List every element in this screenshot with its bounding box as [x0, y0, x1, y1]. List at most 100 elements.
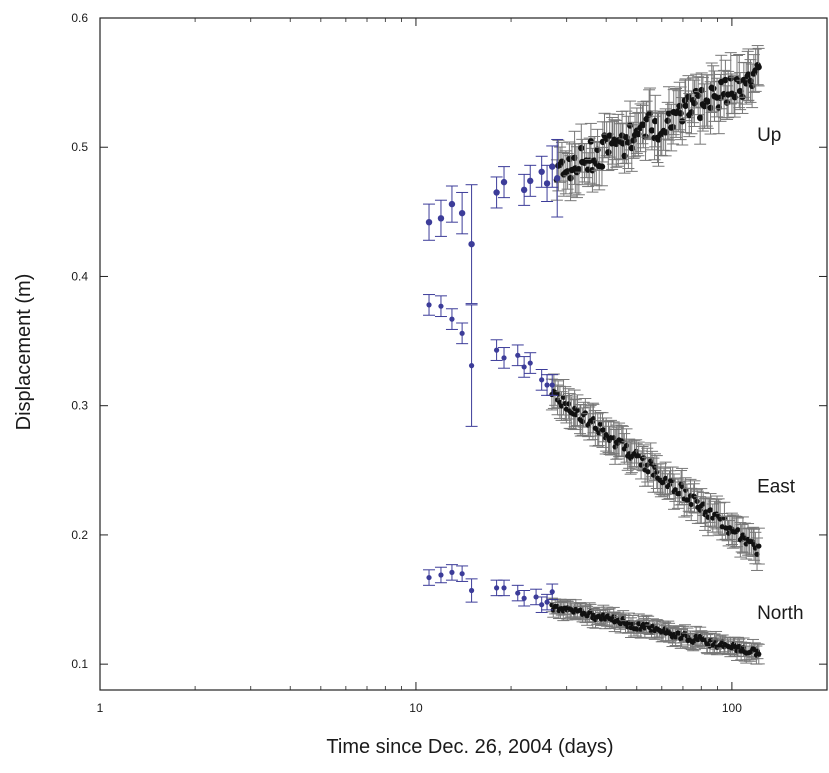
- data-point: [575, 166, 583, 173]
- point-up-early-10: [541, 164, 554, 203]
- data-point: [708, 637, 714, 643]
- point-up-early-6: [498, 166, 511, 199]
- data-point: [756, 651, 762, 657]
- point-east-early-10: [535, 369, 548, 391]
- data-point: [501, 355, 507, 361]
- data-point: [688, 501, 694, 508]
- data-point: [574, 407, 581, 413]
- point-up-late-60: [652, 112, 665, 167]
- point-up-early-12: [551, 138, 564, 218]
- point-east-late-128: [751, 537, 764, 571]
- data-point: [722, 76, 729, 84]
- data-point: [520, 186, 528, 194]
- data-point: [459, 330, 465, 336]
- data-point: [458, 209, 466, 217]
- data-point: [696, 114, 704, 122]
- data-point: [566, 401, 572, 407]
- data-point: [623, 133, 630, 141]
- data-point: [425, 218, 433, 226]
- point-north-early-5: [490, 579, 503, 597]
- series-label-up: Up: [757, 125, 781, 146]
- data-point: [710, 85, 717, 92]
- point-up-early-1: [434, 199, 447, 237]
- data-point: [544, 599, 550, 605]
- data-point: [684, 633, 691, 640]
- data-point: [449, 569, 455, 576]
- y-tick-label-4: 0.5: [71, 140, 88, 154]
- data-point: [468, 363, 475, 369]
- point-up-early-8: [524, 164, 537, 197]
- data-point: [543, 180, 551, 187]
- point-east-early-4: [465, 304, 478, 427]
- x-tick-label-0: 1: [97, 701, 104, 715]
- data-point: [672, 487, 678, 493]
- point-north-late-129: [752, 643, 765, 665]
- data-point: [735, 527, 741, 533]
- y-tick-label-1: 0.2: [71, 528, 88, 542]
- y-axis-title: Displacement (m): [13, 274, 35, 431]
- data-point: [571, 154, 578, 162]
- data-point: [626, 122, 634, 129]
- point-up-late-53: [640, 100, 653, 138]
- point-up-late-84: [694, 90, 707, 145]
- data-point: [754, 551, 760, 557]
- data-point: [644, 462, 650, 468]
- point-east-early-5: [490, 339, 503, 361]
- data-point: [704, 98, 711, 105]
- data-point: [544, 382, 550, 388]
- point-east-late-6: [555, 391, 568, 421]
- point-up-late-74: [676, 97, 689, 146]
- data-point: [655, 136, 662, 143]
- point-up-early-9: [535, 155, 548, 188]
- point-up-early-7: [518, 173, 531, 206]
- point-east-early-1: [434, 295, 447, 318]
- data-point: [578, 144, 585, 152]
- point-up-late-26: [595, 146, 608, 187]
- data-point: [521, 595, 527, 601]
- data-point: [745, 71, 752, 78]
- data-point: [590, 415, 597, 422]
- data-point: [539, 602, 545, 608]
- data-point: [549, 382, 555, 388]
- data-point: [598, 163, 606, 170]
- point-north-early-8: [518, 589, 531, 607]
- y-tick-label-2: 0.3: [71, 399, 88, 413]
- data-point: [459, 571, 465, 577]
- data-point: [426, 302, 432, 308]
- point-up-late-51: [637, 101, 650, 149]
- data-point: [621, 152, 628, 160]
- data-point: [468, 240, 475, 248]
- point-north-late-77: [669, 628, 682, 647]
- data-point: [606, 132, 613, 139]
- data-point: [736, 87, 744, 95]
- series-labels: Up East North: [757, 125, 803, 624]
- data-point: [664, 117, 671, 124]
- point-east-late-60: [642, 456, 655, 487]
- point-up-late-119: [752, 47, 765, 87]
- data-point: [538, 168, 545, 175]
- point-up-late-45: [627, 121, 640, 159]
- point-up-early-0: [423, 203, 436, 241]
- data-point: [691, 100, 698, 107]
- point-up-early-4: [465, 184, 478, 305]
- data-point: [652, 117, 659, 125]
- data-point: [648, 127, 656, 134]
- plot-frame: [99, 17, 828, 691]
- data-point: [598, 616, 605, 622]
- point-up-late-13: [572, 143, 585, 196]
- data-point: [669, 124, 677, 131]
- data-point: [438, 572, 444, 578]
- point-east-late-50: [625, 439, 638, 474]
- data-point: [580, 418, 586, 425]
- data-point: [636, 453, 642, 459]
- data-point: [558, 403, 565, 409]
- data-point: [549, 163, 556, 170]
- data-point: [539, 377, 545, 383]
- x-tick-label-2: 100: [722, 701, 742, 715]
- point-up-late-56: [645, 110, 658, 151]
- y-tick-label-5: 0.6: [71, 11, 88, 25]
- data-point: [645, 469, 651, 475]
- data-point: [426, 574, 432, 581]
- data-point: [640, 121, 647, 129]
